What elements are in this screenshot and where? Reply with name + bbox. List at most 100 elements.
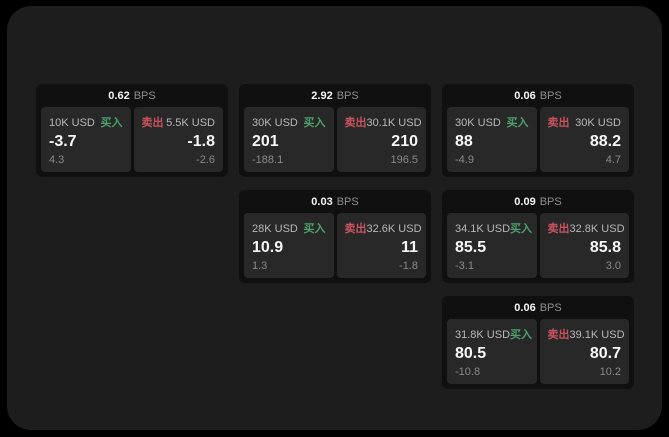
sell-side-label: 卖出 <box>344 117 367 129</box>
sell-quote-tile[interactable]: 卖出 30K USD 88.2 4.7 <box>539 107 629 172</box>
buy-delta: -4.9 <box>455 154 474 166</box>
sell-delta: -1.8 <box>399 260 418 272</box>
buy-side-label: 买入 <box>100 117 123 129</box>
bps-value: 2.92 <box>311 90 333 102</box>
card-header: 0.62 BPS <box>41 88 223 105</box>
card-header: 2.92 BPS <box>244 88 426 105</box>
bps-unit-label: BPS <box>336 196 359 208</box>
buy-side-label: 买入 <box>510 329 533 341</box>
card-header: 0.09 BPS <box>447 194 629 211</box>
card-body: 28K USD 买入 10.9 1.3 卖出 32.6K USD 11 -1.8 <box>244 213 426 278</box>
quote-card: 0.09 BPS 34.1K USD 买入 85.5 -3.1 卖出 32.8K … <box>442 190 634 283</box>
buy-quote-tile[interactable]: 28K USD 买入 10.9 1.3 <box>244 213 334 278</box>
sell-quote-tile[interactable]: 卖出 39.1K USD 80.7 10.2 <box>539 319 629 384</box>
quotes-surface: 0.62 BPS 10K USD 买入 -3.7 4.3 卖出 5.5K USD … <box>7 6 662 430</box>
buy-side-label: 买入 <box>303 223 326 235</box>
sell-price: 85.8 <box>589 239 621 256</box>
buy-price: 10.9 <box>252 239 284 256</box>
sell-quote-tile[interactable]: 卖出 5.5K USD -1.8 -2.6 <box>133 107 223 172</box>
sell-amount: 30K USD <box>575 117 621 129</box>
quote-card: 0.06 BPS 31.8K USD 买入 80.5 -10.8 卖出 39.1K… <box>442 296 634 389</box>
card-header: 0.03 BPS <box>244 194 426 211</box>
buy-price: 88 <box>455 133 473 150</box>
buy-amount: 31.8K USD <box>455 329 511 341</box>
sell-quote-tile[interactable]: 卖出 30.1K USD 210 196.5 <box>336 107 426 172</box>
buy-side-label: 买入 <box>303 117 326 129</box>
buy-tile-header: 10K USD 买入 <box>49 114 123 130</box>
sell-amount: 30.1K USD <box>366 117 422 129</box>
buy-delta: -3.1 <box>455 260 474 272</box>
bps-value: 0.62 <box>108 90 130 102</box>
sell-side-label: 卖出 <box>344 223 367 235</box>
card-body: 30K USD 买入 201 -188.1 卖出 30.1K USD 210 1… <box>244 107 426 172</box>
card-body: 31.8K USD 买入 80.5 -10.8 卖出 39.1K USD 80.… <box>447 319 629 384</box>
quote-card: 2.92 BPS 30K USD 买入 201 -188.1 卖出 30.1K U… <box>239 84 431 177</box>
buy-amount: 10K USD <box>49 117 95 129</box>
buy-price: 80.5 <box>455 345 487 362</box>
card-header: 0.06 BPS <box>447 88 629 105</box>
sell-side-label: 卖出 <box>547 329 570 341</box>
buy-side-label: 买入 <box>510 223 533 235</box>
sell-tile-header: 卖出 32.8K USD <box>547 220 625 236</box>
sell-delta: 196.5 <box>390 154 418 166</box>
sell-tile-header: 卖出 30K USD <box>548 114 622 130</box>
bps-value: 0.09 <box>514 196 536 208</box>
sell-delta: 3.0 <box>605 260 621 272</box>
quote-card: 0.06 BPS 30K USD 买入 88 -4.9 卖出 30K USD 88… <box>442 84 634 177</box>
bps-value: 0.06 <box>514 302 536 314</box>
buy-delta: 1.3 <box>252 260 268 272</box>
sell-price: 88.2 <box>589 133 621 150</box>
buy-quote-tile[interactable]: 31.8K USD 买入 80.5 -10.8 <box>447 319 537 384</box>
sell-amount: 32.6K USD <box>366 223 422 235</box>
sell-tile-header: 卖出 32.6K USD <box>344 220 422 236</box>
buy-quote-tile[interactable]: 30K USD 买入 88 -4.9 <box>447 107 537 172</box>
buy-tile-header: 30K USD 买入 <box>252 114 326 130</box>
buy-amount: 34.1K USD <box>455 223 511 235</box>
sell-side-label: 卖出 <box>547 223 570 235</box>
sell-amount: 32.8K USD <box>569 223 625 235</box>
sell-price: 11 <box>401 239 418 256</box>
sell-quote-tile[interactable]: 卖出 32.8K USD 85.8 3.0 <box>539 213 629 278</box>
sell-price: 210 <box>391 133 418 150</box>
bps-unit-label: BPS <box>539 196 562 208</box>
card-body: 10K USD 买入 -3.7 4.3 卖出 5.5K USD -1.8 -2.… <box>41 107 223 172</box>
sell-amount: 39.1K USD <box>569 329 625 341</box>
bps-value: 0.06 <box>514 90 536 102</box>
sell-delta: 10.2 <box>599 366 621 378</box>
sell-quote-tile[interactable]: 卖出 32.6K USD 11 -1.8 <box>336 213 426 278</box>
bps-value: 0.03 <box>311 196 333 208</box>
buy-quote-tile[interactable]: 34.1K USD 买入 85.5 -3.1 <box>447 213 537 278</box>
sell-delta: -2.6 <box>196 154 215 166</box>
sell-tile-header: 卖出 39.1K USD <box>547 326 625 342</box>
buy-delta: -188.1 <box>252 154 284 166</box>
cards-grid: 0.62 BPS 10K USD 买入 -3.7 4.3 卖出 5.5K USD … <box>36 84 634 389</box>
sell-amount: 5.5K USD <box>166 117 215 129</box>
sell-side-label: 卖出 <box>141 117 164 129</box>
sell-side-label: 卖出 <box>547 117 570 129</box>
buy-delta: -10.8 <box>455 366 481 378</box>
card-header: 0.06 BPS <box>447 300 629 317</box>
bps-unit-label: BPS <box>336 90 359 102</box>
bps-unit-label: BPS <box>133 90 156 102</box>
sell-price: -1.8 <box>187 133 215 150</box>
sell-price: 80.7 <box>589 345 621 362</box>
buy-quote-tile[interactable]: 30K USD 买入 201 -188.1 <box>244 107 334 172</box>
buy-side-label: 买入 <box>506 117 529 129</box>
buy-quote-tile[interactable]: 10K USD 买入 -3.7 4.3 <box>41 107 131 172</box>
buy-tile-header: 34.1K USD 买入 <box>455 220 533 236</box>
buy-tile-header: 28K USD 买入 <box>252 220 326 236</box>
sell-tile-header: 卖出 5.5K USD <box>142 114 216 130</box>
sell-tile-header: 卖出 30.1K USD <box>344 114 422 130</box>
card-body: 34.1K USD 买入 85.5 -3.1 卖出 32.8K USD 85.8… <box>447 213 629 278</box>
buy-price: 201 <box>252 133 279 150</box>
sell-delta: 4.7 <box>605 154 621 166</box>
buy-amount: 28K USD <box>252 223 298 235</box>
buy-delta: 4.3 <box>49 154 65 166</box>
bps-unit-label: BPS <box>539 302 562 314</box>
buy-amount: 30K USD <box>252 117 298 129</box>
quote-card: 0.03 BPS 28K USD 买入 10.9 1.3 卖出 32.6K USD… <box>239 190 431 283</box>
bps-unit-label: BPS <box>539 90 562 102</box>
buy-price: -3.7 <box>49 133 77 150</box>
buy-price: 85.5 <box>455 239 487 256</box>
